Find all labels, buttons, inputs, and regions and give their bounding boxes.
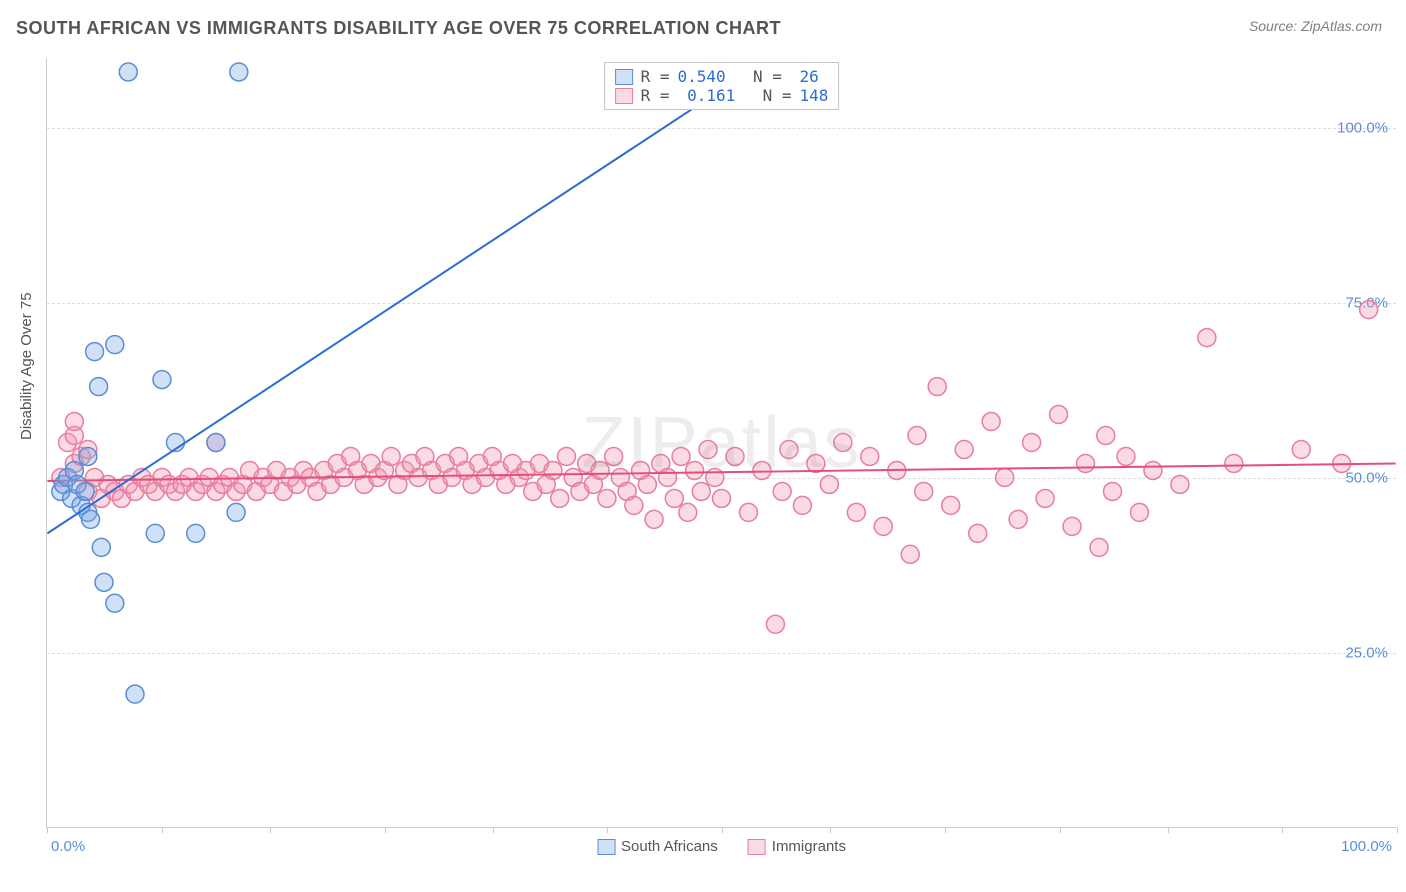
correlation-legend: R = 0.540 N = 26 R = 0.161 N = 148 xyxy=(604,62,840,110)
legend-row-imm: R = 0.161 N = 148 xyxy=(615,86,829,105)
swatch-imm xyxy=(615,88,633,104)
x-tick xyxy=(162,827,163,833)
source-label: Source: ZipAtlas.com xyxy=(1249,18,1382,34)
chart-plot-area: ZIPatlas R = 0.540 N = 26 R = 0.161 N = … xyxy=(46,58,1396,828)
y-axis-title: Disability Age Over 75 xyxy=(18,292,35,440)
x-tick xyxy=(945,827,946,833)
x-tick xyxy=(385,827,386,833)
swatch-sa-icon xyxy=(597,839,615,855)
x-tick xyxy=(270,827,271,833)
series-legend: South Africans Immigrants xyxy=(597,838,846,855)
legend-item-sa: South Africans xyxy=(597,838,718,855)
legend-label-sa: South Africans xyxy=(621,838,718,855)
x-tick xyxy=(1168,827,1169,833)
x-tick xyxy=(1397,827,1398,833)
scatter-svg xyxy=(47,58,1396,827)
x-tick xyxy=(607,827,608,833)
x-tick xyxy=(1060,827,1061,833)
x-tick xyxy=(1282,827,1283,833)
x-tick xyxy=(47,827,48,833)
x-axis-min-label: 0.0% xyxy=(51,838,85,855)
x-axis-max-label: 100.0% xyxy=(1341,838,1392,855)
x-tick xyxy=(830,827,831,833)
legend-item-imm: Immigrants xyxy=(748,838,846,855)
legend-row-sa: R = 0.540 N = 26 xyxy=(615,67,829,86)
swatch-sa xyxy=(615,69,633,85)
swatch-imm-icon xyxy=(748,839,766,855)
x-tick xyxy=(722,827,723,833)
legend-label-imm: Immigrants xyxy=(772,838,846,855)
x-tick xyxy=(493,827,494,833)
chart-title: SOUTH AFRICAN VS IMMIGRANTS DISABILITY A… xyxy=(16,18,781,39)
